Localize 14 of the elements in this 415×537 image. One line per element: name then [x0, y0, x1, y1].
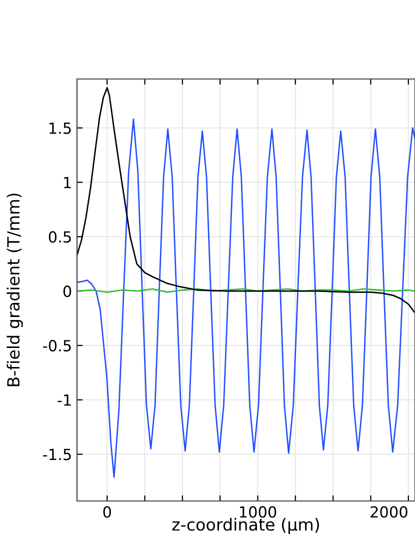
y-tick-label: 0.5 [48, 231, 71, 243]
y-tick-label: -1 [58, 394, 71, 406]
line-series [77, 118, 415, 478]
y-tick-label: 1 [64, 176, 71, 188]
line-series [77, 87, 415, 314]
x-tick-label: 0 [103, 506, 111, 518]
x-axis-title: z-coordinate (µm) [172, 518, 319, 534]
y-axis-title: B-field gradient (T/mm) [6, 194, 23, 386]
x-tick-label: 2000 [370, 506, 408, 518]
y-tick-label: 0 [63, 286, 72, 298]
y-tick-label: -0.5 [43, 340, 71, 352]
y-tick-label: -1.5 [43, 448, 71, 460]
x-tick-label: 1000 [240, 506, 276, 518]
y-tick-label: 1.5 [50, 122, 71, 134]
